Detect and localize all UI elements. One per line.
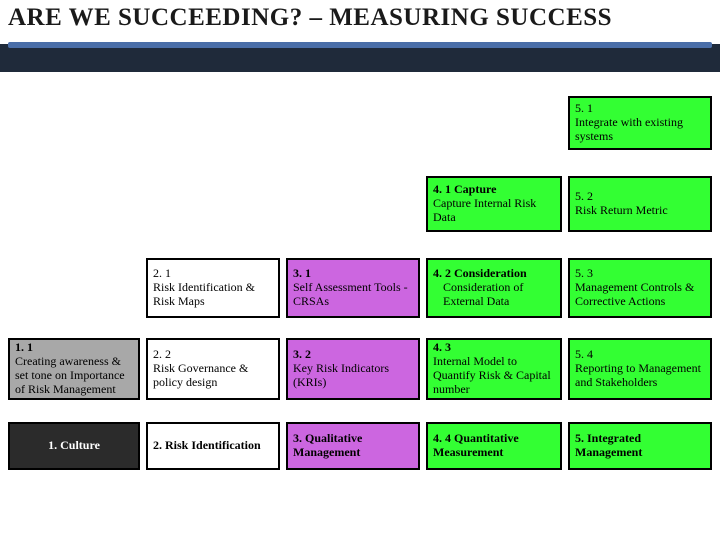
cell-label: Risk Governance & policy design [153, 362, 273, 390]
cell-num: 4. 2 Consideration [433, 267, 555, 281]
footer-1-culture: 1. Culture [8, 422, 140, 470]
cell-label: Reporting to Management and Stakeholders [575, 362, 705, 390]
cell-label: Self Assessment Tools - CRSAs [293, 281, 413, 309]
cell-4-1: 4. 1 Capture Capture Internal Risk Data [426, 176, 562, 232]
diagram-canvas: 5. 1 Integrate with existing systems 4. … [8, 90, 712, 532]
cell-num: 5. 1 [575, 102, 705, 116]
footer-label: 4. 4 Quantitative Measurement [433, 432, 555, 460]
cell-label: Consideration of External Data [433, 281, 555, 309]
title-underline [0, 44, 720, 72]
cell-label: Risk Return Metric [575, 204, 705, 218]
cell-label: Capture Internal Risk Data [433, 197, 555, 225]
cell-1-1: 1. 1 Creating awareness & set tone on Im… [8, 338, 140, 400]
cell-num: 4. 3 [433, 341, 555, 355]
cell-2-1: 2. 1 Risk Identification & Risk Maps [146, 258, 280, 318]
footer-5-integrated: 5. Integrated Management [568, 422, 712, 470]
cell-num: 3. 2 [293, 348, 413, 362]
cell-5-1: 5. 1 Integrate with existing systems [568, 96, 712, 150]
cell-num: 3. 1 [293, 267, 413, 281]
cell-3-1: 3. 1 Self Assessment Tools - CRSAs [286, 258, 420, 318]
footer-label: 5. Integrated Management [575, 432, 705, 460]
cell-num: 5. 4 [575, 348, 705, 362]
footer-label: 3. Qualitative Management [293, 432, 413, 460]
cell-num: 4. 1 Capture [433, 183, 555, 197]
cell-5-4: 5. 4 Reporting to Management and Stakeho… [568, 338, 712, 400]
cell-3-2: 3. 2 Key Risk Indicators (KRIs) [286, 338, 420, 400]
cell-2-2: 2. 2 Risk Governance & policy design [146, 338, 280, 400]
cell-label: Integrate with existing systems [575, 116, 705, 144]
cell-label: Key Risk Indicators (KRIs) [293, 362, 413, 390]
cell-label: Creating awareness & set tone on Importa… [15, 355, 133, 396]
page-title: ARE WE SUCCEEDING? – MEASURING SUCCESS [0, 0, 720, 34]
cell-num: 2. 2 [153, 348, 273, 362]
footer-2-risk-identification: 2. Risk Identification [146, 422, 280, 470]
footer-4-quantitative: 4. 4 Quantitative Measurement [426, 422, 562, 470]
cell-label: Management Controls & Corrective Actions [575, 281, 705, 309]
footer-label: 2. Risk Identification [153, 439, 273, 453]
cell-5-3: 5. 3 Management Controls & Corrective Ac… [568, 258, 712, 318]
cell-label: Internal Model to Quantify Risk & Capita… [433, 355, 555, 396]
cell-4-3: 4. 3 Internal Model to Quantify Risk & C… [426, 338, 562, 400]
cell-label: Risk Identification & Risk Maps [153, 281, 273, 309]
cell-4-2: 4. 2 Consideration Consideration of Exte… [426, 258, 562, 318]
footer-3-qualitative: 3. Qualitative Management [286, 422, 420, 470]
cell-5-2: 5. 2 Risk Return Metric [568, 176, 712, 232]
cell-num: 5. 2 [575, 190, 705, 204]
cell-num: 5. 3 [575, 267, 705, 281]
footer-label: 1. Culture [48, 439, 100, 453]
title-underline-accent [8, 42, 712, 48]
cell-num: 2. 1 [153, 267, 273, 281]
cell-num: 1. 1 [15, 341, 133, 355]
